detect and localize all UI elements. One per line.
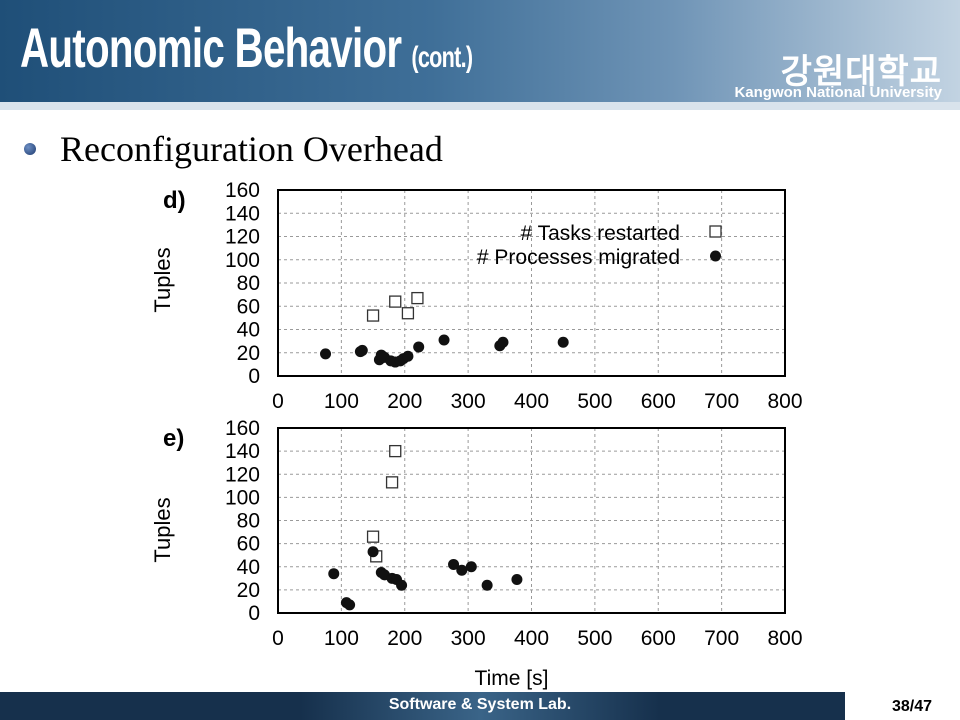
bullet-dot-icon [24,143,36,155]
data-point-process-migrated [344,599,356,611]
y-tick-label: 0 [248,602,260,625]
title-main: Autonomic Behavior [20,16,402,79]
data-point-process-migrated [413,341,425,353]
x-tick-label: 200 [387,390,422,413]
legend-marker-square [709,225,722,238]
data-point-task-restarted [389,444,402,458]
y-tick-label: 120 [225,226,260,249]
x-tick-label: 500 [577,627,612,650]
y-tick-label: 140 [225,440,260,463]
data-point-process-migrated [456,564,468,576]
chart-panel-d: 0 100 200 300 400 500 600 700 800020406080100120… [150,179,803,413]
footer-band [300,692,660,720]
data-point-process-migrated [465,561,477,573]
x-tick-label: 400 [514,390,549,413]
data-point-process-migrated [320,348,332,360]
page-number-box [845,692,960,720]
y-tick-label: 160 [225,417,260,440]
y-tick-label: 100 [225,249,260,272]
slide-title: Autonomic Behavior (cont.) [20,20,473,76]
y-tick-label: 20 [237,342,260,365]
legend-label: # Tasks restarted [520,222,680,245]
data-point-process-migrated [367,546,379,558]
y-tick-label: 20 [237,579,260,602]
data-point-process-migrated [481,579,493,591]
y-tick-label: 160 [225,179,260,202]
data-point-task-restarted [366,309,380,322]
x-tick-label: 0 [272,627,284,650]
x-tick-label: 500 [577,390,612,413]
data-point-process-migrated [328,568,340,580]
x-tick-label: 600 [641,627,676,650]
x-tick-label: 400 [514,627,549,650]
y-tick-label: 60 [237,295,260,318]
x-tick-label: 200 [387,627,422,650]
y-tick-label: 120 [225,463,260,486]
x-tick-label: 800 [767,390,802,413]
x-tick-label: 700 [704,627,739,650]
page-number: 38/47 [891,698,932,715]
data-point-task-restarted [411,291,424,305]
y-tick-label: 100 [225,486,260,509]
university-name-english: Kangwon National University [734,84,942,101]
y-tick-label: 140 [225,202,260,225]
y-tick-label: 60 [237,533,260,556]
data-point-process-migrated [438,334,450,346]
y-tick-label: 80 [237,272,260,295]
data-point-process-migrated [497,336,509,348]
bullet-item: Reconfiguration Overhead [24,128,443,170]
y-axis-label: Tuples [150,497,175,562]
x-tick-label: 100 [324,390,359,413]
x-tick-label: 300 [451,390,486,413]
data-point-process-migrated [356,344,368,356]
x-tick-label: 600 [641,390,676,413]
chart-legend: # Tasks restarted# Processes migrated [477,222,722,269]
data-point-process-migrated [396,579,408,591]
x-tick-label: 300 [451,627,486,650]
y-tick-label: 40 [237,556,260,579]
data-point-task-restarted [389,295,402,308]
y-axis-label: Tuples [150,247,175,312]
bullet-text: Reconfiguration Overhead [60,129,443,169]
plot-frame [277,189,786,377]
legend-marker-circle [710,250,721,262]
data-point-process-migrated [448,558,460,570]
footer-lab-name: Software & System Lab. [388,696,572,713]
data-point-process-migrated [557,336,569,348]
chart-panel-e: 0 100 200 300 400 500 600 700 800020406080100120… [150,417,803,690]
x-tick-label: 700 [704,390,739,413]
y-tick-label: 40 [237,319,260,342]
header-banner [0,0,960,110]
title-suffix: (cont.) [411,41,473,74]
header-stripe [0,102,960,110]
data-point-task-restarted [385,476,399,489]
data-point-task-restarted [401,307,415,320]
data-point-process-migrated [511,573,523,585]
university-logo-korean: 강원대학교 [780,52,942,92]
data-point-task-restarted [366,530,380,543]
x-axis-label: Time [s] [475,667,549,690]
y-tick-label: 80 [237,510,260,533]
x-tick-label: 100 [324,627,359,650]
plot-frame [277,427,786,614]
x-tick-label: 0 [272,390,284,413]
x-tick-label: 800 [767,627,802,650]
y-tick-label: 0 [248,365,260,388]
legend-label: # Processes migrated [477,246,680,269]
panel-label: e) [163,425,184,452]
data-point-process-migrated [402,350,414,362]
panel-label: d) [163,187,186,214]
